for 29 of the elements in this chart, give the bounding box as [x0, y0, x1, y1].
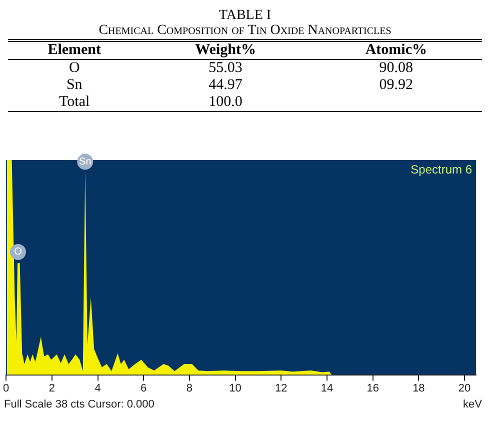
x-tick-label: 8 — [186, 382, 193, 394]
x-axis-title: keV — [463, 398, 483, 410]
annotation: Spectrum 6 — [410, 162, 472, 176]
x-tick-label: 14 — [320, 382, 334, 394]
text: 100.0 — [208, 94, 242, 110]
x-tick-label: 10 — [229, 382, 242, 394]
text: 09.92 — [379, 77, 414, 93]
text: Full Scale 38 cts Cursor: 0.000 — [4, 398, 154, 410]
text: 55.03 — [208, 60, 242, 76]
annotation: Sn — [79, 156, 92, 168]
x-tick-label: 18 — [412, 382, 425, 394]
x-tick-label: 16 — [366, 382, 379, 394]
category-label: O — [68, 60, 80, 76]
x-tick-label: 12 — [275, 382, 288, 394]
category-label: Sn — [66, 77, 82, 93]
x-tick-label: 6 — [140, 382, 147, 394]
text: Element — [46, 41, 102, 60]
category-label: Total — [59, 94, 90, 110]
text: Chemical Composition of Tin Oxide Nanoparticles — [98, 23, 392, 39]
x-tick-label: 0 — [2, 382, 10, 394]
category-label: Atomic% — [364, 41, 428, 60]
annotation: O — [14, 246, 22, 258]
text: 90.08 — [379, 60, 414, 76]
text: 44.97 — [208, 77, 242, 93]
x-tick-label: 4 — [94, 382, 101, 394]
category-label: Weight% — [194, 41, 257, 60]
x-tick-label: 20 — [458, 382, 471, 394]
text: TABLE I — [218, 8, 272, 23]
x-tick-label: 2 — [48, 382, 55, 394]
